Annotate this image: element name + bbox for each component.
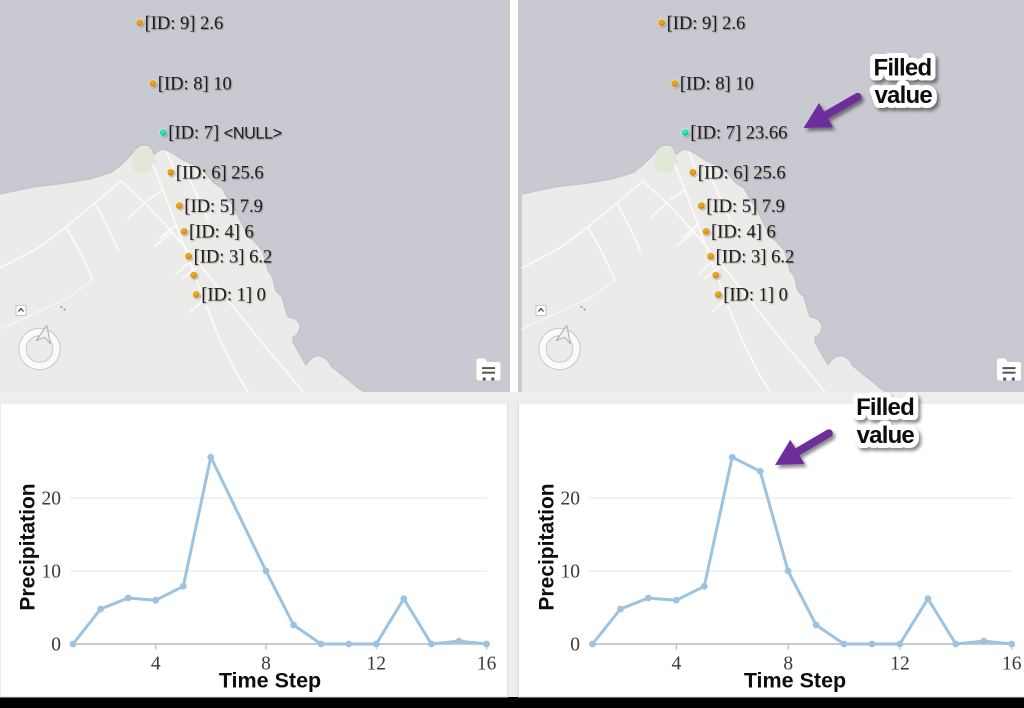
svg-text:0: 0 <box>51 635 61 656</box>
svg-text:[ID: 4] 6: [ID: 4] 6 <box>711 223 776 243</box>
svg-text:8: 8 <box>783 654 793 675</box>
svg-text:value: value <box>875 82 933 109</box>
svg-text:[ID: 5] 7.9: [ID: 5] 7.9 <box>184 197 263 217</box>
svg-text:20: 20 <box>561 489 581 510</box>
svg-text:[ID: 3] 6.2: [ID: 3] 6.2 <box>716 247 795 267</box>
svg-text:[ID: 1] 0: [ID: 1] 0 <box>723 286 788 306</box>
svg-text:[ID: 5] 7.9: [ID: 5] 7.9 <box>706 197 785 217</box>
svg-text:10: 10 <box>42 562 62 583</box>
svg-text:12: 12 <box>890 654 910 675</box>
svg-text:Precipitation: Precipitation <box>17 483 40 610</box>
svg-text:0: 0 <box>570 635 580 656</box>
svg-text:12: 12 <box>367 654 387 675</box>
svg-text:Time Step: Time Step <box>744 669 846 693</box>
svg-text:Precipitation: Precipitation <box>536 483 559 610</box>
svg-text:[ID: 4] 6: [ID: 4] 6 <box>189 223 254 243</box>
svg-text:20: 20 <box>42 489 62 510</box>
svg-text:[ID: 9] 2.6: [ID: 9] 2.6 <box>145 14 224 34</box>
svg-text:value: value <box>857 422 915 449</box>
svg-text:Time Step: Time Step <box>219 669 321 693</box>
svg-text:[ID: 9] 2.6: [ID: 9] 2.6 <box>667 14 746 34</box>
svg-text:[ID: 8] 10: [ID: 8] 10 <box>680 75 754 95</box>
svg-text:4: 4 <box>672 654 682 675</box>
svg-text:[ID: 8] 10: [ID: 8] 10 <box>158 75 232 95</box>
svg-text:8: 8 <box>261 654 271 675</box>
svg-text:[ID: 1] 0: [ID: 1] 0 <box>201 286 266 306</box>
svg-text:16: 16 <box>1002 654 1022 675</box>
svg-text:[ID: 7] <NULL>: [ID: 7] <NULL> <box>168 124 281 144</box>
svg-text:16: 16 <box>477 654 497 675</box>
svg-text:4: 4 <box>151 654 161 675</box>
svg-text:[ID: 3] 6.2: [ID: 3] 6.2 <box>194 247 273 267</box>
svg-text:Filled: Filled <box>856 394 914 421</box>
svg-text:Filled: Filled <box>873 54 931 81</box>
svg-text:[ID: 6] 25.6: [ID: 6] 25.6 <box>176 164 264 184</box>
svg-text:[ID: 6] 25.6: [ID: 6] 25.6 <box>698 164 786 184</box>
svg-text:10: 10 <box>561 562 581 583</box>
svg-text:[ID: 7] 23.66: [ID: 7] 23.66 <box>690 124 787 144</box>
